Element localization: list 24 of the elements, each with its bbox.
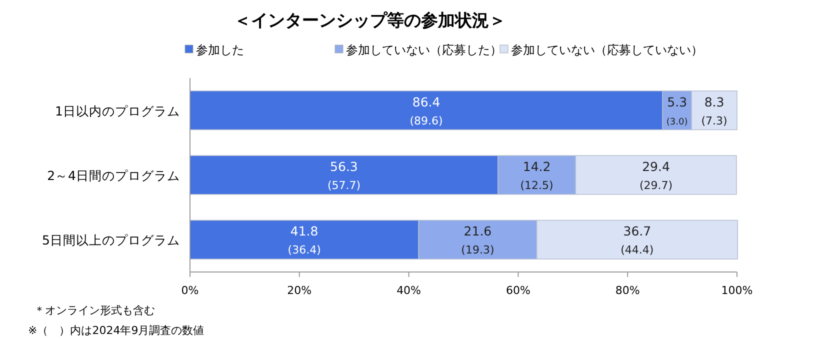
data-label: 14.2 (12.5) <box>520 159 554 192</box>
x-tick-label: 60% <box>506 284 530 297</box>
data-label: 56.3 (57.7) <box>327 159 361 192</box>
y-tick-label: 2～4日間のプログラム <box>47 168 180 183</box>
chart-title: ＜インターンシップ等の参加状況＞ <box>234 11 506 31</box>
y-tick-label: 1日以内のプログラム <box>55 103 180 118</box>
legend-label: 参加していない（応募した） <box>346 43 502 57</box>
x-tick-label: 80% <box>615 284 640 297</box>
x-tick-label: 20% <box>287 284 312 297</box>
data-label: 21.6 (19.3) <box>461 224 494 257</box>
data-label: 8.3 (7.3) <box>701 94 728 128</box>
data-label: 36.7 (44.4) <box>620 224 654 257</box>
x-tick-label: 40% <box>396 284 422 297</box>
data-label: 5.3 (3.0) <box>666 94 688 128</box>
data-label: 86.4 (89.6) <box>410 94 443 128</box>
x-tick-label: 100% <box>721 284 753 297</box>
legend-label: 参加していない（応募していない） <box>511 43 703 57</box>
text: ＊オンライン形式も含む <box>34 304 155 317</box>
legend-label: 参加した <box>196 43 244 57</box>
y-tick-label: 5日間以上のプログラム <box>42 232 180 248</box>
x-tick-label: 0% <box>181 284 199 297</box>
text: ※（ ）内は2024年9月調査の数値 <box>28 324 204 337</box>
data-label: 29.4 (29.7) <box>640 159 673 192</box>
data-label: 41.8 (36.4) <box>288 224 321 257</box>
